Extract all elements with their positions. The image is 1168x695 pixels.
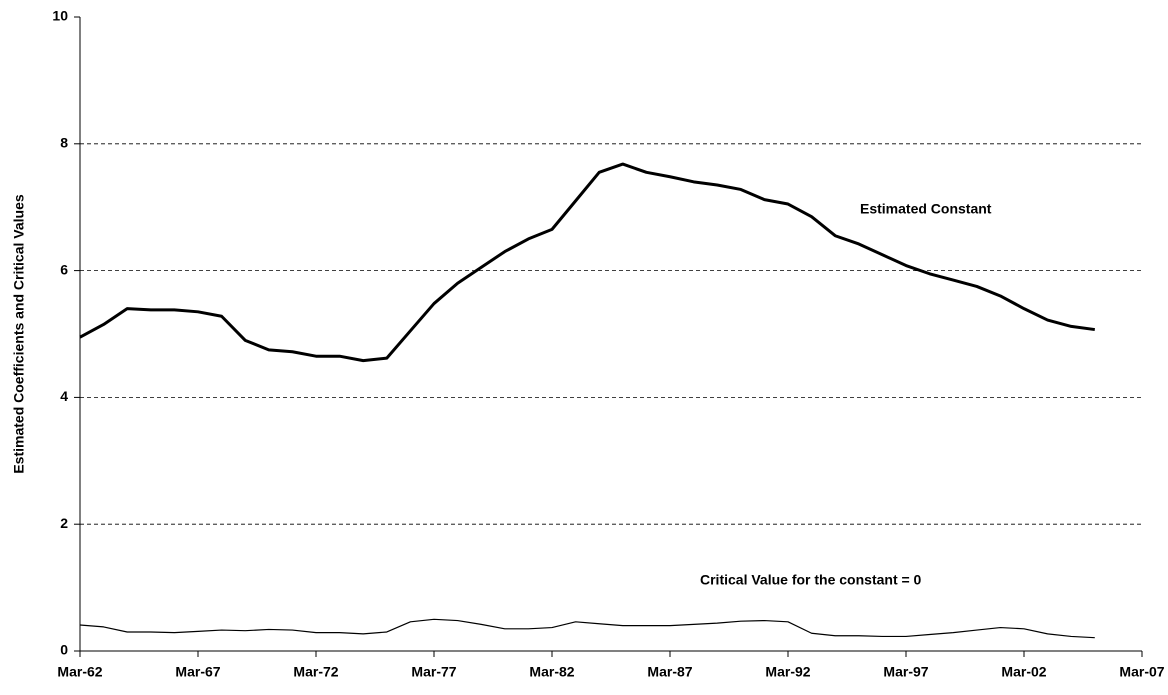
x-tick-label: Mar-07: [1119, 664, 1164, 680]
annotation: Estimated Constant: [860, 201, 992, 217]
y-tick-label: 2: [60, 515, 68, 531]
x-tick-label: Mar-02: [1001, 664, 1046, 680]
x-tick-label: Mar-97: [883, 664, 928, 680]
line-series: [79, 618, 1095, 639]
x-tick-label: Mar-92: [765, 664, 810, 680]
y-tick-label: 6: [60, 261, 68, 277]
x-tick-label: Mar-82: [529, 664, 574, 680]
y-tick-label: 10: [52, 8, 68, 24]
y-tick-label: 0: [60, 642, 68, 658]
line-series: [79, 162, 1095, 363]
x-tick-label: Mar-77: [411, 664, 456, 680]
x-tick-label: Mar-72: [293, 664, 338, 680]
x-tick-label: Mar-62: [57, 664, 102, 680]
annotation: Critical Value for the constant = 0: [700, 572, 922, 588]
y-tick-label: 8: [60, 135, 68, 151]
x-tick-label: Mar-67: [175, 664, 220, 680]
y-tick-label: 4: [60, 388, 68, 404]
x-tick-label: Mar-87: [647, 664, 692, 680]
y-axis-label: Estimated Coefficients and Critical Valu…: [11, 194, 27, 474]
